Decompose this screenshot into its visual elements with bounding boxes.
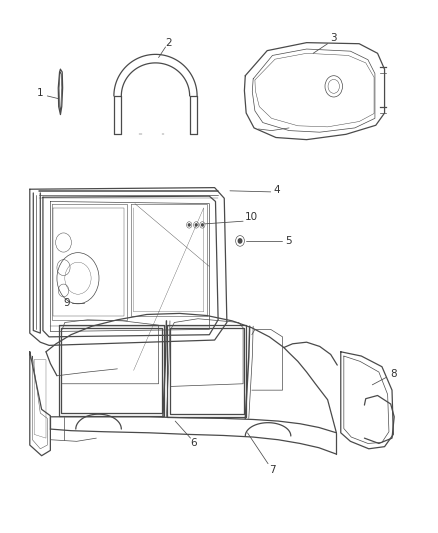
Text: 3: 3 <box>330 34 337 43</box>
Text: 6: 6 <box>190 439 197 448</box>
Circle shape <box>195 224 197 226</box>
Text: 7: 7 <box>269 465 276 475</box>
Text: 9: 9 <box>63 298 70 308</box>
Text: 4: 4 <box>273 185 280 195</box>
Circle shape <box>238 239 242 243</box>
Circle shape <box>188 224 190 226</box>
Text: 5: 5 <box>285 236 292 246</box>
Text: 8: 8 <box>390 369 397 379</box>
Text: 1: 1 <box>37 88 44 98</box>
Text: 2: 2 <box>165 38 172 47</box>
Circle shape <box>201 224 203 226</box>
Text: 10: 10 <box>245 213 258 222</box>
